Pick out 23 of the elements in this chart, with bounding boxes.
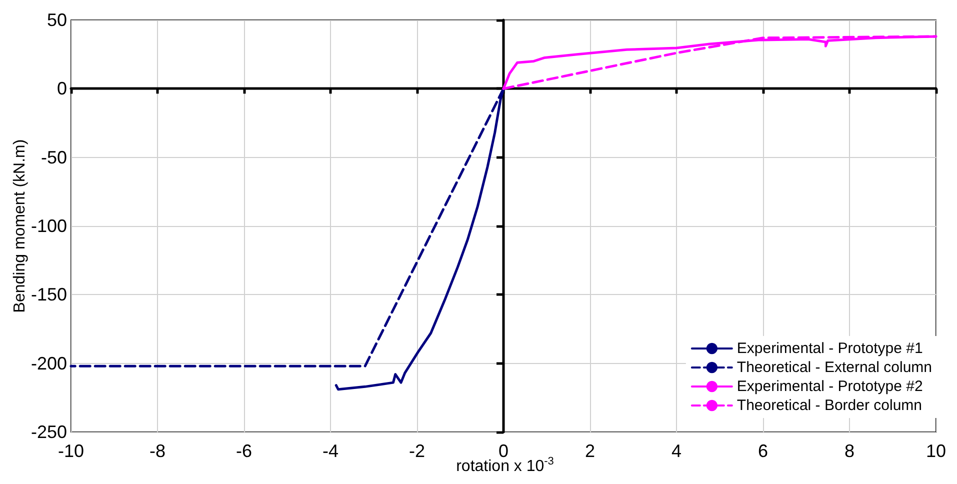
x-tick-label: 2 (584, 441, 595, 461)
x-tick-label: -8 (149, 441, 166, 461)
legend-label: Experimental - Prototype #2 (736, 378, 923, 395)
y-axis-title: Bending moment (kN.m) (12, 139, 28, 313)
y-tick-label: 50 (46, 10, 67, 30)
y-tick-label: -150 (30, 284, 67, 305)
x-tick-label: 6 (758, 441, 768, 461)
y-tick-label: -250 (30, 422, 67, 442)
legend-label: Theoretical - External column (736, 359, 932, 376)
x-tick-label: -4 (322, 441, 339, 461)
x-tick-label: -10 (58, 441, 84, 461)
x-tick-label: -2 (408, 441, 426, 461)
y-tick-label: 0 (56, 78, 67, 99)
y-tick-label: -50 (40, 147, 67, 168)
legend-label: Experimental - Prototype #1 (736, 340, 923, 357)
legend-label: Theoretical - Border column (736, 397, 922, 414)
x-tick-label: 10 (926, 441, 946, 461)
x-tick-label: -6 (236, 441, 252, 461)
y-tick-label: -200 (30, 353, 67, 374)
x-tick-label: 4 (671, 441, 682, 461)
x-tick-label: 8 (844, 441, 854, 461)
y-tick-label: -100 (30, 216, 67, 236)
x-tick-label: 0 (498, 441, 508, 461)
